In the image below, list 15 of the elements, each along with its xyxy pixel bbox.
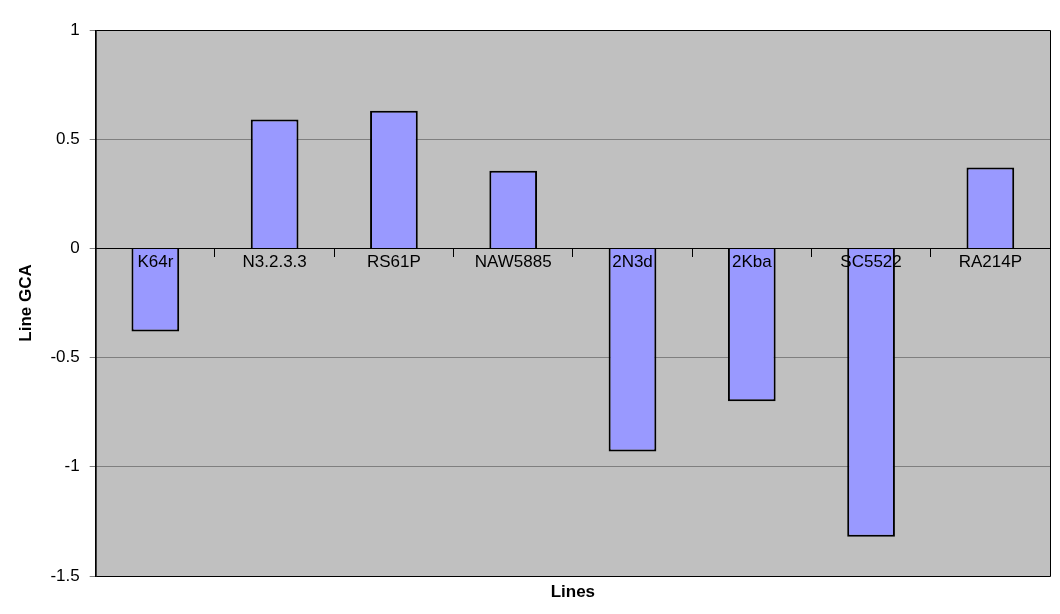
y-tick-label: 1 (70, 19, 80, 39)
x-tick-label: RA214P (958, 252, 1023, 272)
y-tick-label: -0.5 (50, 347, 80, 367)
y-tick-label: 0 (70, 238, 80, 258)
x-tick-label: 2Kba (731, 252, 773, 272)
y-axis-title: Line GCA (15, 264, 35, 342)
y-tick-label: 0.5 (56, 128, 80, 148)
x-tick-label: RS61P (366, 252, 421, 272)
x-tick-label: NAW5885 (474, 252, 552, 272)
x-tick-label: N3.2.3.3 (242, 252, 307, 272)
x-tick-label: 2N3d (612, 252, 653, 272)
y-tick-label: -1 (64, 456, 80, 476)
y-tick-label: -1.5 (50, 565, 80, 585)
x-axis-title: Lines (550, 582, 596, 602)
x-tick-label: K64r (137, 252, 174, 272)
